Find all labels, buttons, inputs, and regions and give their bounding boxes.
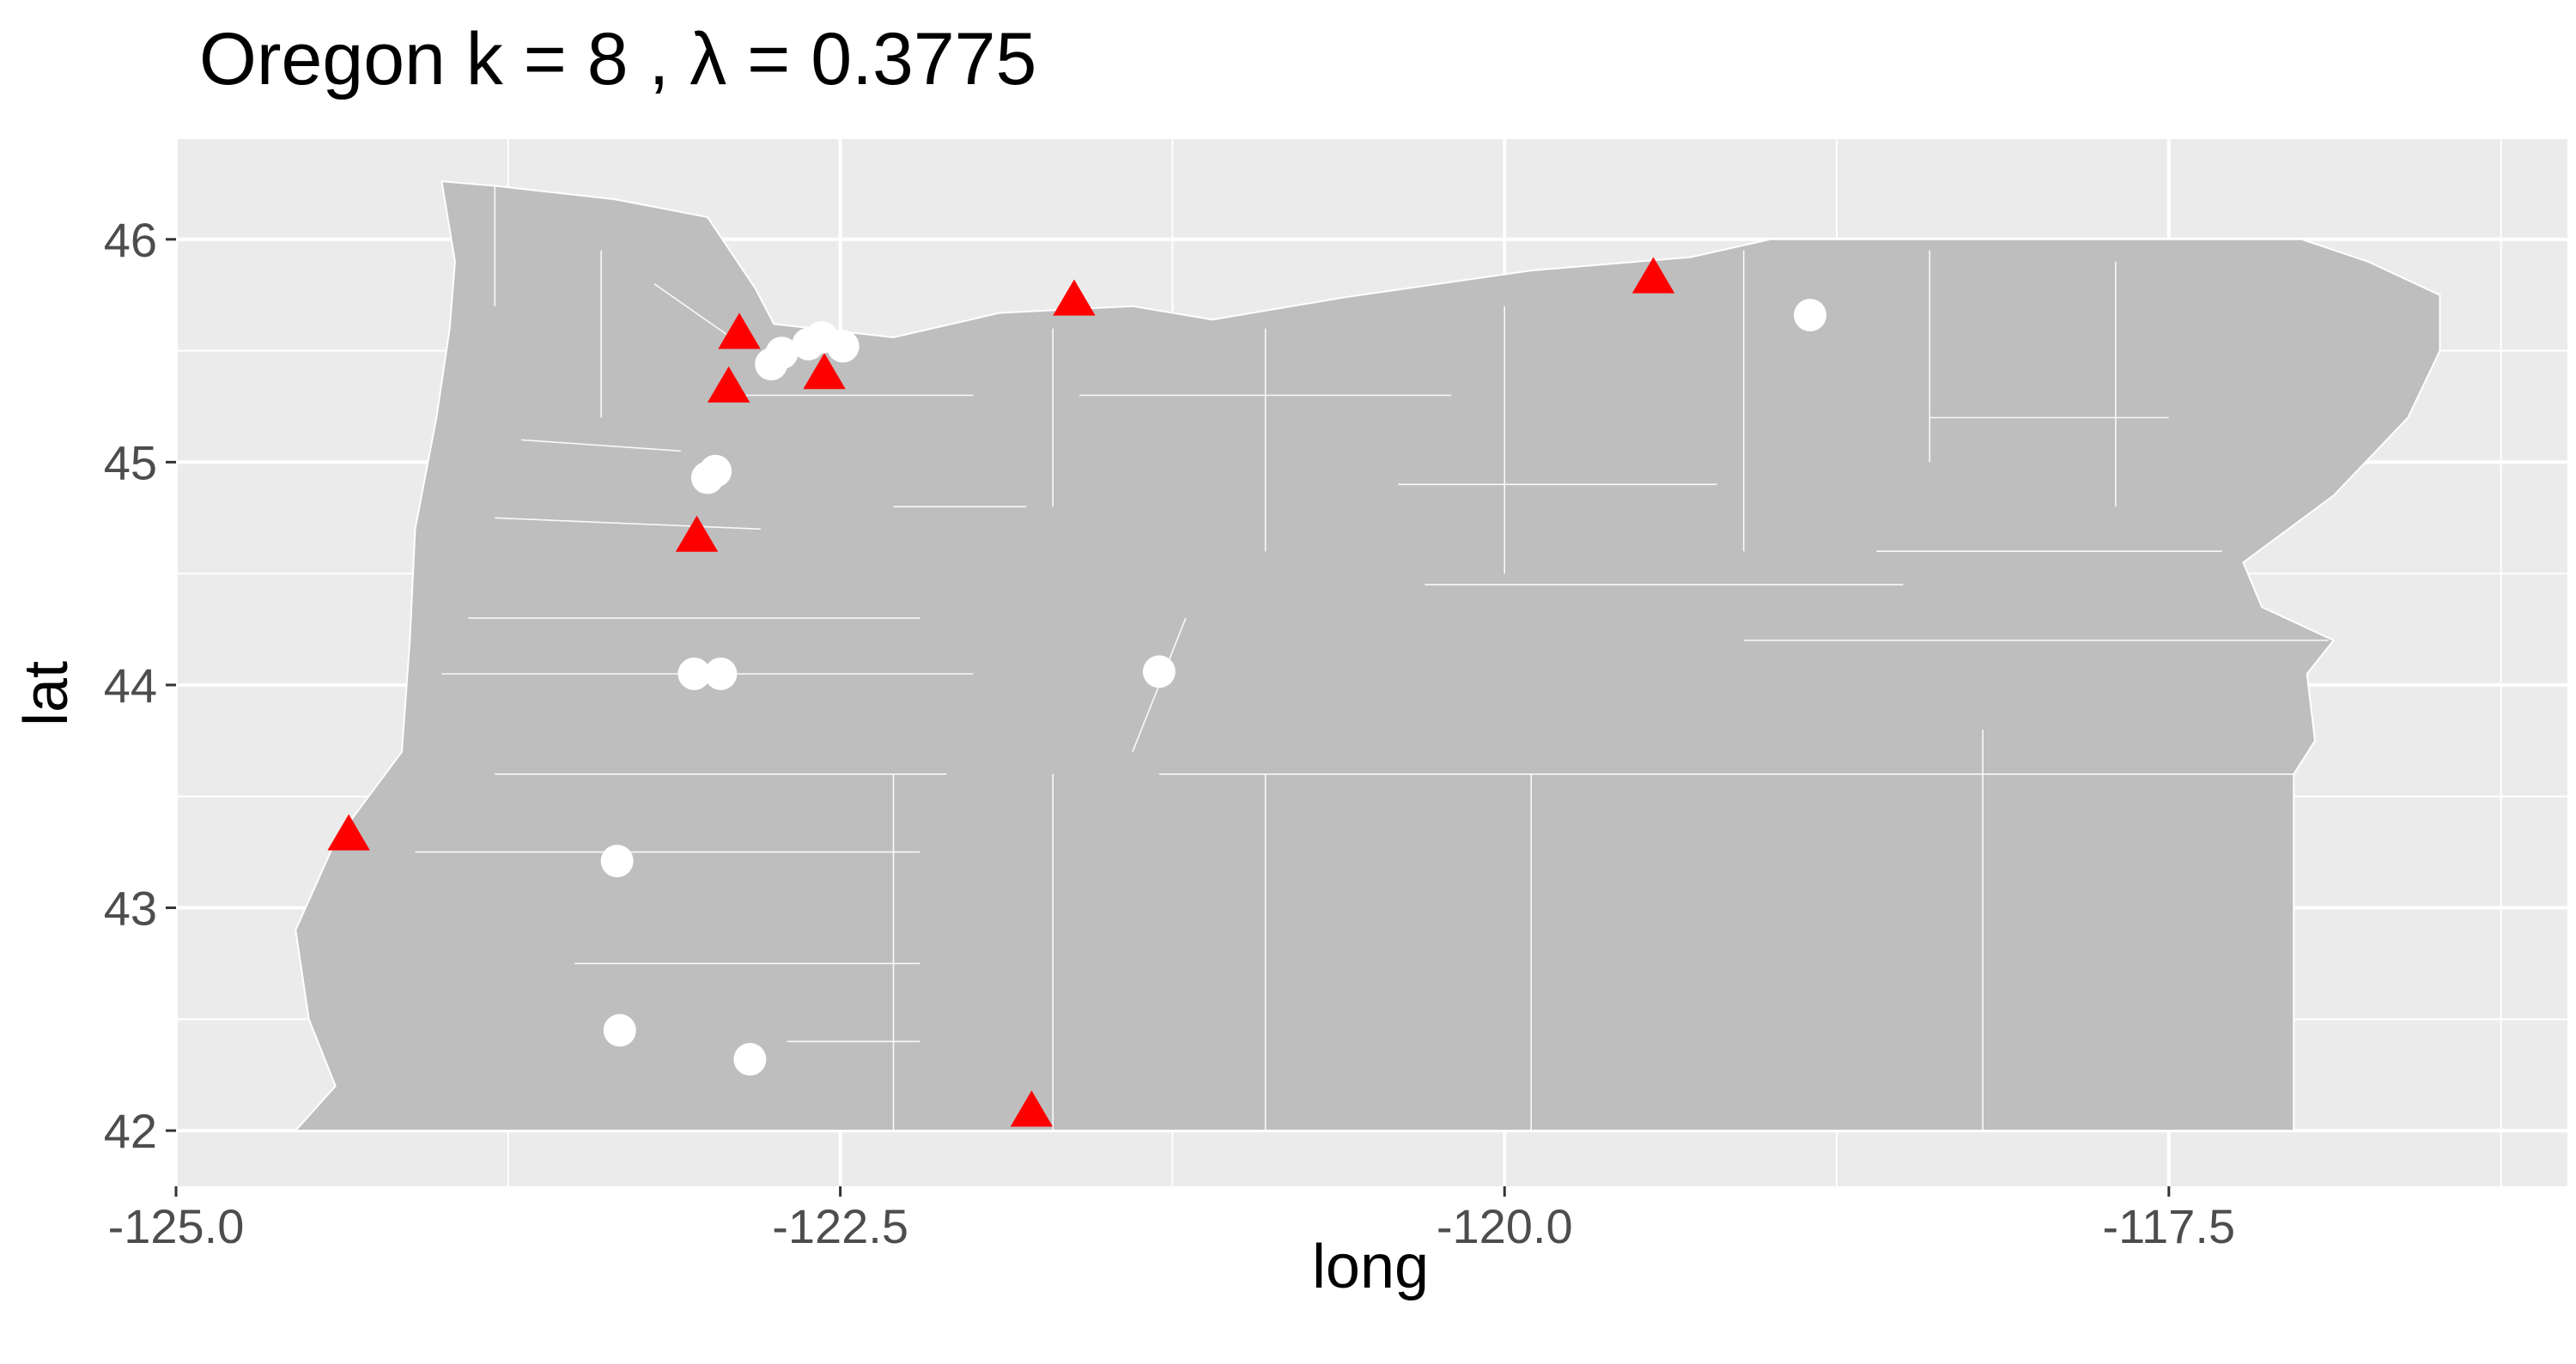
y-tick-label: 42 (104, 1104, 157, 1158)
point-markers (327, 257, 1827, 1127)
white-circle-point (733, 1043, 767, 1076)
white-circle-point (704, 657, 738, 690)
white-circle-point (1142, 655, 1176, 688)
red-triangle-point (1631, 257, 1675, 294)
red-triangle-point (675, 515, 719, 552)
red-triangle-point (718, 312, 761, 349)
axes: -125.0 -122.5 -120.0 -117.5 42 43 44 45 46 (104, 213, 2235, 1253)
x-tick-label: -120.0 (1437, 1199, 1573, 1253)
white-circle-point (1794, 299, 1827, 332)
red-triangle-point (803, 353, 846, 390)
county-boundary (521, 439, 681, 452)
y-tick-label: 43 (104, 882, 157, 936)
oregon-land (294, 180, 2441, 1132)
plot-title: Oregon k = 8 , λ = 0.3775 (199, 18, 1036, 100)
x-tick-label: -117.5 (2103, 1199, 2236, 1253)
red-triangle-point (327, 814, 370, 851)
x-tick-label: -125.0 (108, 1199, 245, 1253)
y-tick-label: 45 (104, 435, 157, 489)
red-triangle-point (1053, 279, 1096, 316)
red-triangle-point (1010, 1090, 1054, 1127)
county-boundary (495, 517, 761, 530)
white-circle-point (600, 845, 634, 878)
white-circle-point (699, 454, 732, 488)
red-triangle-point (707, 366, 750, 403)
y-tick-label: 44 (104, 658, 157, 712)
white-circle-point (755, 348, 788, 381)
county-boundary (653, 283, 735, 341)
white-circle-point (677, 657, 711, 690)
white-circle-point (603, 1014, 636, 1047)
y-axis-label: lat (12, 661, 81, 726)
x-tick-label: -122.5 (772, 1199, 908, 1253)
y-tick-label: 46 (104, 213, 157, 267)
oregon-basemap (294, 180, 2441, 1132)
white-circle-point (826, 330, 860, 363)
x-axis-label: long (1312, 1233, 1429, 1301)
